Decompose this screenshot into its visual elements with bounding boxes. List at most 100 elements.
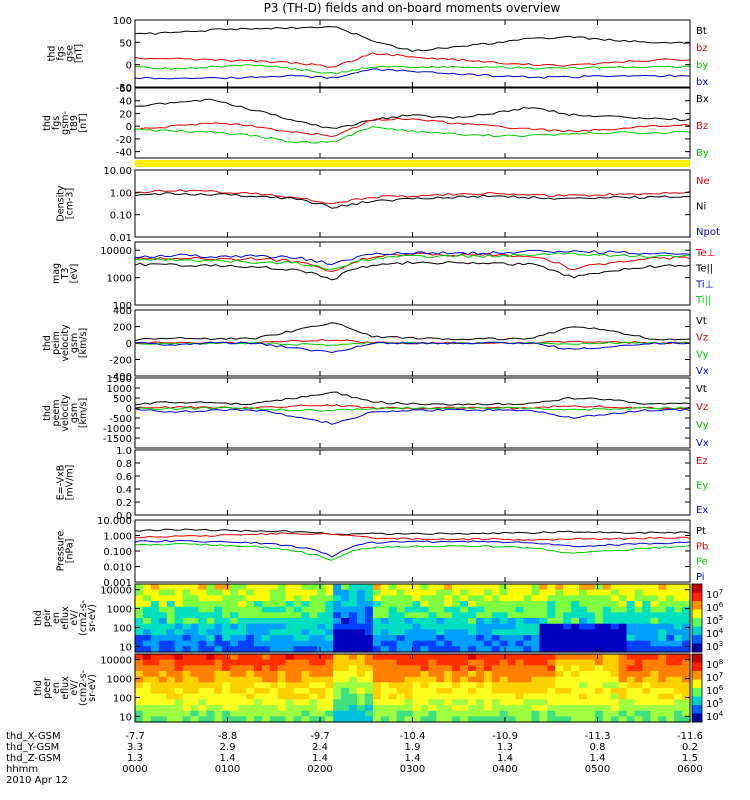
heatmap-cell <box>333 659 342 666</box>
heatmap-cell <box>586 716 596 723</box>
heatmap-cell <box>547 601 556 608</box>
legend-Bx: Bx <box>696 94 709 105</box>
heatmap-cell <box>230 716 239 723</box>
heatmap-cell <box>674 606 683 613</box>
heatmap-cell <box>475 671 485 678</box>
y-axis-label: [km/s] <box>78 328 89 358</box>
heatmap-cell <box>253 623 263 630</box>
heatmap-cell <box>626 659 636 666</box>
heatmap-cell <box>634 665 643 672</box>
heatmap-cell <box>349 623 358 630</box>
heatmap-cell <box>396 716 406 723</box>
y-tick-label: 400 <box>113 306 132 317</box>
heatmap-cell <box>452 665 461 672</box>
heatmap-cell <box>372 699 382 706</box>
heatmap-cell <box>491 659 501 666</box>
heatmap-cell <box>380 584 390 591</box>
heatmap-cell <box>238 589 247 596</box>
y-axis-label: fgs <box>56 46 67 60</box>
heatmap-cell <box>341 595 350 602</box>
heatmap-cell <box>341 612 350 619</box>
x-axis-value: 0300 <box>400 764 425 775</box>
heatmap-cell <box>214 635 223 642</box>
heatmap-cell <box>618 676 628 683</box>
heatmap-cell <box>135 659 144 666</box>
y-axis-label: peir <box>42 609 53 628</box>
heatmap-cell <box>555 659 564 666</box>
heatmap-cell <box>246 623 255 630</box>
heatmap-cell <box>682 654 691 661</box>
heatmap-cell <box>198 612 207 619</box>
heatmap-cell <box>341 584 350 591</box>
heatmap-cell <box>531 659 540 666</box>
heatmap-cell <box>190 618 199 625</box>
heatmap-cell <box>634 659 643 666</box>
heatmap-cell <box>618 654 628 661</box>
heatmap-cell <box>531 654 540 661</box>
heatmap-cell <box>452 646 461 653</box>
heatmap-cell <box>357 699 366 706</box>
heatmap-cell <box>491 589 501 596</box>
heatmap-cell <box>523 623 532 630</box>
heatmap-cell <box>515 705 525 712</box>
heatmap-cell <box>563 589 572 596</box>
heatmap-cell <box>579 671 588 678</box>
heatmap-cell <box>658 682 667 689</box>
heatmap-cell <box>333 671 342 678</box>
heatmap-cell <box>142 635 152 642</box>
heatmap-cell <box>626 688 636 695</box>
heatmap-cell <box>571 671 580 678</box>
y-axis-label: T3 <box>60 268 71 281</box>
heatmap-cell <box>404 646 414 653</box>
heatmap-cell <box>150 640 160 647</box>
heatmap-cell <box>246 710 255 717</box>
legend-Te||: Te|| <box>695 264 713 275</box>
heatmap-cell <box>650 623 659 630</box>
heatmap-cell <box>491 671 501 678</box>
heatmap-cell <box>412 606 421 613</box>
heatmap-cell <box>404 589 414 596</box>
heatmap-cell <box>642 618 651 625</box>
heatmap-cell <box>531 676 540 683</box>
heatmap-cell <box>309 654 318 661</box>
heatmap-cell <box>634 716 643 723</box>
legend-Pb: Pb <box>696 541 708 552</box>
heatmap-cell <box>214 705 223 712</box>
legend-Ne: Ne <box>696 176 710 187</box>
heatmap-cell <box>380 671 390 678</box>
heatmap-cell <box>317 676 326 683</box>
heatmap-cell <box>594 589 604 596</box>
heatmap-cell <box>166 705 176 712</box>
heatmap-cell <box>610 584 620 591</box>
heatmap-cell <box>507 659 517 666</box>
heatmap-cell <box>586 618 596 625</box>
y-tick-label: 0.8 <box>116 459 132 470</box>
heatmap-cell <box>222 595 231 602</box>
heatmap-cell <box>579 654 588 661</box>
heatmap-cell <box>396 665 406 672</box>
heatmap-cell <box>388 595 398 602</box>
heatmap-cell <box>238 699 247 706</box>
heatmap-cell <box>650 688 659 695</box>
heatmap-cell <box>507 601 517 608</box>
heatmap-cell <box>618 635 628 642</box>
heatmap-cell <box>230 635 239 642</box>
heatmap-cell <box>230 612 239 619</box>
x-axis-date: 2010 Apr 12 <box>6 775 68 786</box>
heatmap-cell <box>380 676 390 683</box>
heatmap-cell <box>380 606 390 613</box>
heatmap-cell <box>682 671 691 678</box>
heatmap-cell <box>238 688 247 695</box>
heatmap-cell <box>269 589 279 596</box>
heatmap-cell <box>349 676 358 683</box>
heatmap-cell <box>166 612 176 619</box>
heatmap-cell <box>285 595 295 602</box>
heatmap-cell <box>642 646 651 653</box>
colorbar-tick-label: 105 <box>706 614 723 627</box>
heatmap-cell <box>357 646 366 653</box>
heatmap-cell <box>515 635 525 642</box>
heatmap-cell <box>475 665 485 672</box>
heatmap-cell <box>253 601 263 608</box>
heatmap-cell <box>230 595 239 602</box>
